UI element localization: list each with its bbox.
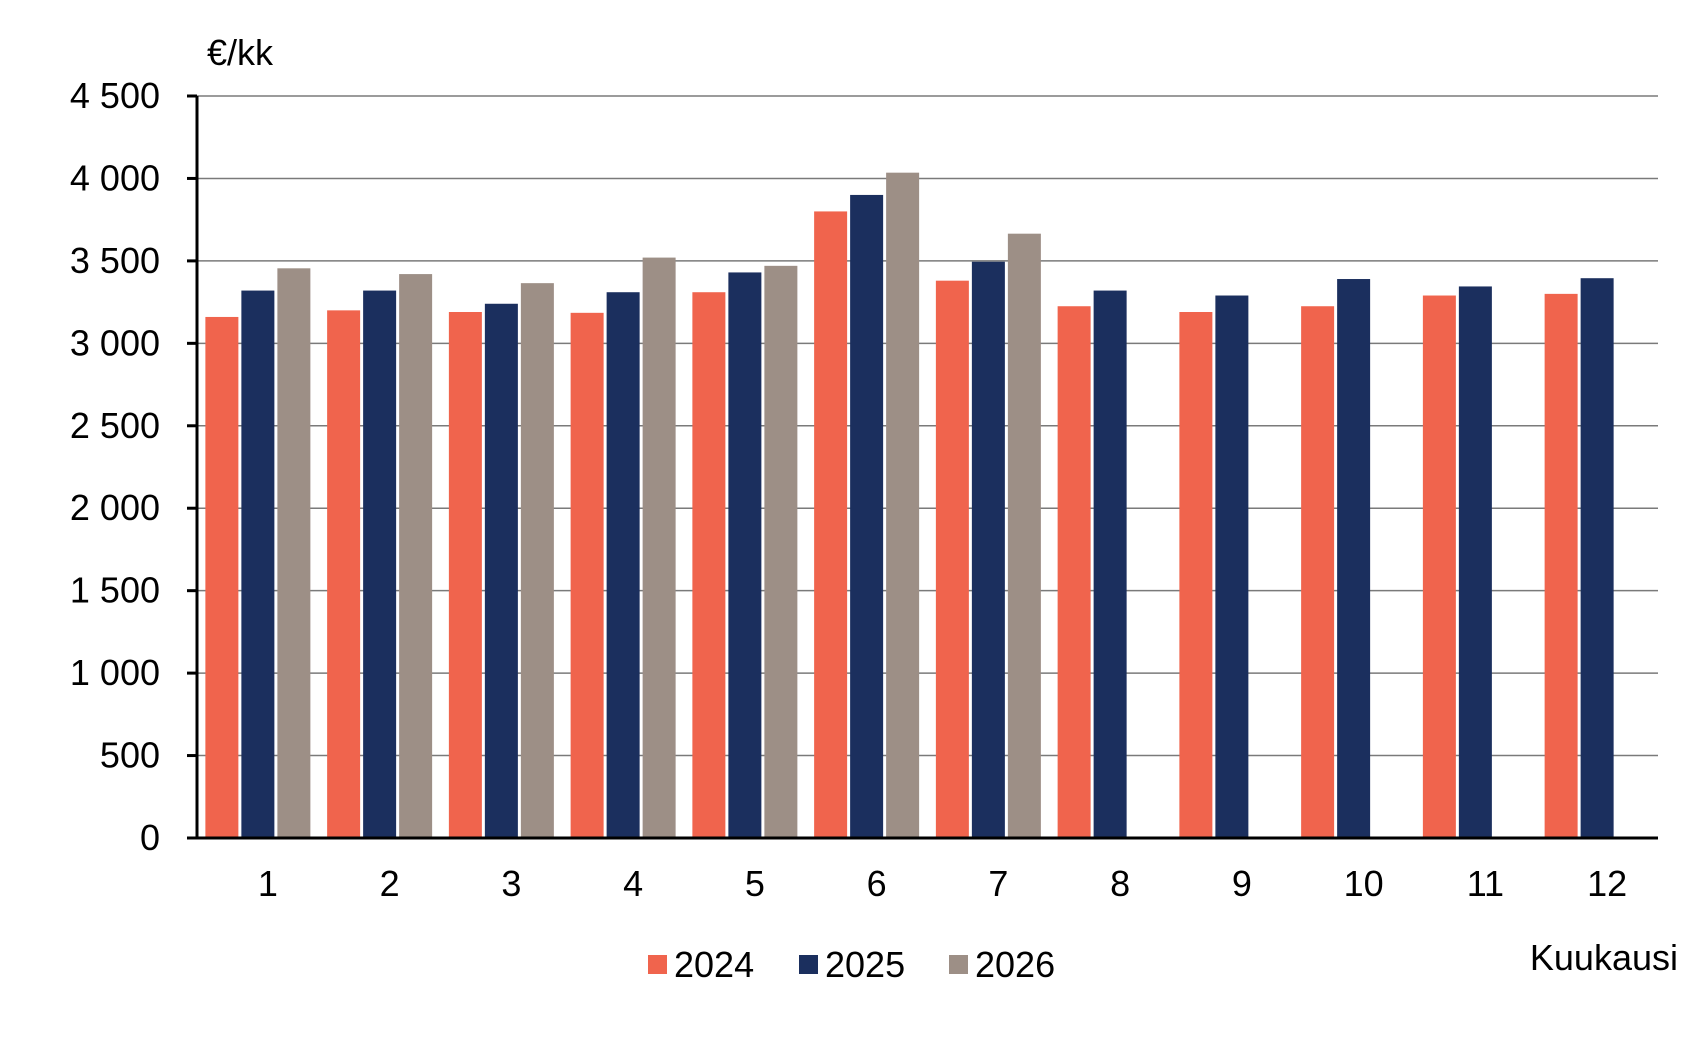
bar-2025-8 bbox=[1093, 290, 1127, 839]
y-tick-label: 1 500 bbox=[70, 570, 160, 611]
bar-2026-5 bbox=[764, 265, 798, 838]
bar-2024-4 bbox=[570, 312, 604, 839]
bar-2025-4 bbox=[606, 292, 640, 838]
bar-2024-7 bbox=[935, 280, 969, 839]
bar-2024-3 bbox=[448, 312, 482, 838]
legend-item-2024: 2024 bbox=[648, 944, 754, 985]
y-tick-label: 0 bbox=[140, 817, 160, 858]
bar-2024-8 bbox=[1057, 306, 1091, 838]
x-tick-label: 7 bbox=[988, 863, 1008, 904]
y-tick-label: 2 000 bbox=[70, 487, 160, 528]
bar-2026-7 bbox=[1007, 233, 1041, 838]
y-tick-label: 2 500 bbox=[70, 405, 160, 446]
bar-2026-1 bbox=[277, 268, 311, 838]
bar-2026-4 bbox=[642, 257, 676, 838]
bar-2025-1 bbox=[241, 290, 275, 839]
bar-2025-12 bbox=[1580, 278, 1614, 838]
x-tick-label: 6 bbox=[867, 863, 887, 904]
legend-item-2026: 2026 bbox=[949, 944, 1055, 985]
y-tick-labels: 0 500 1 000 1 500 2 000 2 500 3 000 3 500 4 000 4… bbox=[70, 75, 160, 858]
bar-2024-2 bbox=[327, 310, 361, 838]
x-tick-label: 10 bbox=[1344, 863, 1384, 904]
legend-label: 2026 bbox=[975, 944, 1055, 985]
axes bbox=[187, 94, 1658, 840]
x-tick-label: 12 bbox=[1587, 863, 1627, 904]
y-tick-label: 3 500 bbox=[70, 240, 160, 281]
bar-2025-7 bbox=[971, 261, 1005, 838]
bar-2024-6 bbox=[814, 211, 848, 838]
legend-swatch bbox=[949, 955, 968, 974]
legend: 2024 2025 2026 bbox=[648, 944, 1055, 985]
legend-label: 2024 bbox=[674, 944, 754, 985]
gridlines bbox=[197, 95, 1658, 757]
bar-2024-10 bbox=[1301, 306, 1335, 838]
x-tick-label: 4 bbox=[623, 863, 643, 904]
bar-2024-1 bbox=[205, 316, 239, 838]
bar-2025-5 bbox=[728, 272, 762, 838]
x-tick-label: 2 bbox=[380, 863, 400, 904]
x-tick-label: 8 bbox=[1110, 863, 1130, 904]
y-tick-label: 4 500 bbox=[70, 75, 160, 116]
x-tick-label: 3 bbox=[501, 863, 521, 904]
legend-swatch bbox=[799, 955, 818, 974]
bar-2026-6 bbox=[886, 172, 920, 838]
x-tick-label: 1 bbox=[258, 863, 278, 904]
bar-2025-9 bbox=[1215, 295, 1249, 838]
legend-swatch bbox=[648, 955, 667, 974]
bar-2024-5 bbox=[692, 292, 726, 838]
x-tick-labels: 1 2 3 4 5 6 7 8 9 10 11 12 bbox=[258, 863, 1627, 904]
bar-2024-11 bbox=[1422, 295, 1456, 838]
bar-2026-2 bbox=[399, 274, 433, 839]
y-tick-label: 500 bbox=[100, 735, 160, 776]
x-tick-label: 11 bbox=[1467, 863, 1504, 904]
bar-2024-12 bbox=[1544, 293, 1578, 838]
bar-2026-3 bbox=[520, 283, 554, 838]
bar-2025-6 bbox=[850, 194, 884, 838]
bar-2024-9 bbox=[1179, 312, 1213, 838]
bar-2025-10 bbox=[1337, 279, 1371, 838]
x-axis-label: Kuukausi bbox=[1530, 937, 1678, 978]
bar-2025-2 bbox=[363, 290, 397, 839]
legend-item-2025: 2025 bbox=[799, 944, 905, 985]
x-tick-label: 5 bbox=[745, 863, 765, 904]
x-tick-label: 9 bbox=[1232, 863, 1252, 904]
bar-2025-11 bbox=[1458, 286, 1492, 838]
bars bbox=[205, 172, 1614, 839]
bar-2025-3 bbox=[484, 303, 518, 838]
y-tick-label: 4 000 bbox=[70, 157, 160, 198]
legend-label: 2025 bbox=[825, 944, 905, 985]
y-tick-label: 1 000 bbox=[70, 652, 160, 693]
y-tick-label: 3 000 bbox=[70, 322, 160, 363]
y-axis-label: €/kk bbox=[207, 32, 274, 73]
